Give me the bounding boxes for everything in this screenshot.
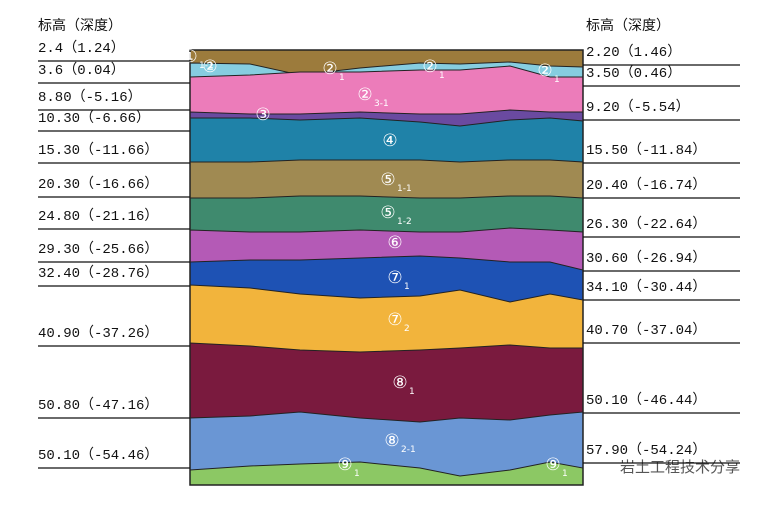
layer-mark: ④	[382, 131, 397, 151]
left-header: 标高（深度）	[38, 17, 122, 35]
right-label: 40.70（-37.04）	[586, 322, 706, 339]
right-label: 26.30（-22.64）	[586, 216, 706, 233]
right-label: 50.10（-46.44）	[586, 392, 706, 409]
layer-sub: 1	[562, 469, 568, 479]
layer-mark: ⑨	[337, 455, 352, 475]
layer-mark: ②	[537, 61, 552, 81]
layer-mark: ⑧	[392, 373, 407, 393]
right-header: 标高（深度）	[586, 17, 670, 35]
right-label: 57.90（-54.24）	[586, 442, 706, 459]
section-frame	[189, 49, 584, 486]
left-label: 15.30（-11.66）	[38, 142, 158, 159]
left-label: 32.40（-28.76）	[38, 265, 158, 282]
layer-mark: ⑥	[387, 233, 402, 253]
layer-mark: ②	[322, 59, 337, 79]
layer-mark: ⑧	[384, 431, 399, 451]
layer-sub: 3-1	[374, 99, 389, 109]
left-label: 20.30（-16.66）	[38, 176, 158, 193]
layer-mark: ⑦	[387, 268, 402, 288]
left-label: 2.4（1.24）	[38, 40, 125, 57]
right-label: 3.50（0.46）	[586, 65, 681, 82]
left-label: 50.10（-54.46）	[38, 447, 158, 464]
layer-sub: 1-1	[199, 61, 214, 71]
layer-sub: 1	[554, 75, 560, 85]
layer-mark: ②	[202, 57, 217, 77]
layer-mark: ⑤	[380, 170, 395, 190]
layer-sub: 1	[404, 282, 410, 292]
left-label: 40.90（-37.26）	[38, 325, 158, 342]
left-label: 3.6（0.04）	[38, 62, 125, 79]
watermark: 岩土工程技术分享	[620, 459, 740, 477]
left-label: 24.80（-21.16）	[38, 208, 158, 225]
layer-mark: ②	[357, 85, 372, 105]
right-label: 9.20（-5.54）	[586, 99, 690, 116]
layer-mark: ⑤	[380, 203, 395, 223]
layer-mark: ⑨	[545, 455, 560, 475]
left-label: 50.80（-47.16）	[38, 397, 158, 414]
left-label: 10.30（-6.66）	[38, 110, 150, 127]
left-label: 29.30（-25.66）	[38, 241, 158, 258]
layer-mark: ③	[255, 105, 270, 125]
layer-mark: ①	[182, 47, 197, 67]
layer-sub: 1-1	[397, 184, 412, 194]
layer-sub: 2-1	[401, 445, 416, 455]
left-label: 8.80（-5.16）	[38, 89, 142, 106]
right-label: 30.60（-26.94）	[586, 250, 706, 267]
layer-sub: 1	[339, 73, 345, 83]
layer-sub: 1-2	[397, 217, 412, 227]
right-label: 34.10（-30.44）	[586, 279, 706, 296]
layer-sub: 1	[354, 469, 360, 479]
right-label: 15.50（-11.84）	[586, 142, 706, 159]
layer-sub: 2	[404, 324, 410, 334]
layer-sub: 1	[439, 71, 445, 81]
layer-mark: ⑦	[387, 310, 402, 330]
layer-sub: 1	[409, 387, 415, 397]
layer-mark: ②	[422, 57, 437, 77]
right-label: 2.20（1.46）	[586, 44, 681, 61]
strata	[189, 49, 584, 486]
right-label: 20.40（-16.74）	[586, 177, 706, 194]
